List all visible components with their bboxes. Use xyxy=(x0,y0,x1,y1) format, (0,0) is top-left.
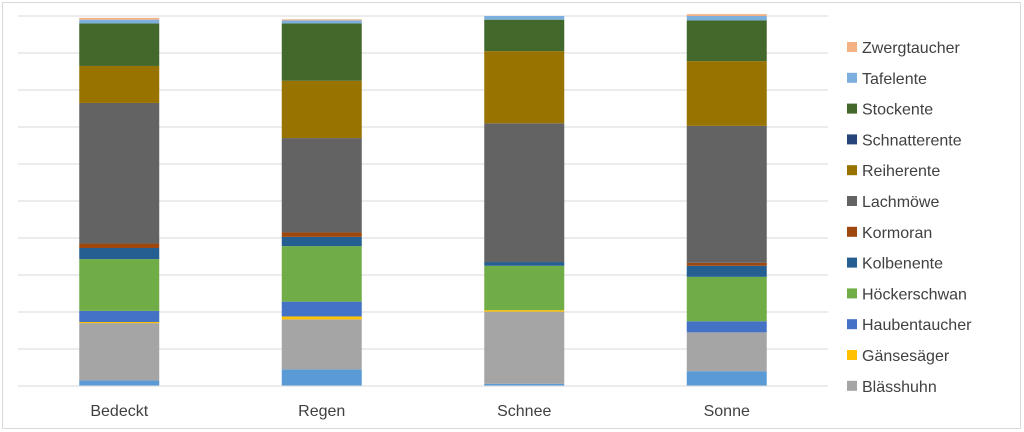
legend-item-gansesager: Gänsesäger xyxy=(847,348,950,365)
bar-segment-zwergtaucher xyxy=(281,19,362,21)
legend-swatch xyxy=(847,380,857,391)
legend-item-kolbenente: Kolbenente xyxy=(847,256,943,273)
legend-item-tafelente: Tafelente xyxy=(847,71,927,88)
bar-segment-kolbenente xyxy=(281,236,362,247)
bar-segment-reiherente xyxy=(484,51,565,124)
bar-segment-gansesager xyxy=(79,321,160,324)
bar-segment-blasshuhn xyxy=(686,332,767,372)
bar-segment-reiherente xyxy=(686,61,767,126)
legend-swatch xyxy=(847,350,857,360)
legend-swatch xyxy=(847,165,857,176)
x-tick-label: Regen xyxy=(298,403,345,420)
legend-item-haubentaucher: Haubentaucher xyxy=(847,317,972,334)
x-tick-label: Schnee xyxy=(497,403,551,420)
x-axis: Bedeckt Regen Schnee Sonne xyxy=(18,385,828,420)
legend-item-schnatterente: Schnatterente xyxy=(847,132,962,149)
bar-segment-kolbenente xyxy=(686,265,767,277)
legend-item-reiherente: Reiherente xyxy=(847,163,940,180)
bar-segment-haubentaucher xyxy=(79,310,160,322)
legend-swatch xyxy=(847,319,857,330)
bar-segment-hockerschwan xyxy=(686,276,767,322)
bar-segment-blasshuhn xyxy=(281,319,362,370)
bar-segment-blasshuhn xyxy=(79,323,160,381)
bar-segment-haubentaucher xyxy=(281,301,362,317)
legend-label: Blässhuhn xyxy=(862,379,937,396)
bar-segment-tafelente-base xyxy=(686,371,767,386)
legend-swatch xyxy=(847,42,857,52)
bar-stack-sonne xyxy=(686,14,767,386)
bar-segment-gansesager xyxy=(281,316,362,320)
legend-label: Lachmöwe xyxy=(862,194,939,211)
bar-segment-stockente xyxy=(484,19,565,52)
bar-segment-reiherente xyxy=(79,65,160,103)
bar-segment-tafelente-base xyxy=(79,380,160,386)
bar-segment-zwergtaucher xyxy=(686,14,767,16)
legend-label: Haubentaucher xyxy=(862,317,972,334)
legend-item-lachmowe: Lachmöwe xyxy=(847,194,939,211)
legend-label: Stockente xyxy=(862,102,933,119)
bar-segment-haubentaucher xyxy=(686,321,767,333)
legend-label: Kolbenente xyxy=(862,256,943,273)
legend-label: Gänsesäger xyxy=(862,348,950,365)
bar-segment-hockerschwan xyxy=(79,259,160,311)
bar-segment-stockente xyxy=(281,23,362,81)
bar-segment-reiherente xyxy=(281,80,362,139)
bar-segment-hockerschwan xyxy=(281,246,362,302)
bar-segment-tafelente-base xyxy=(281,369,362,386)
legend-label: Zwergtaucher xyxy=(862,40,960,57)
legend-item-stockente: Stockente xyxy=(847,102,933,119)
bar-stack-schnee xyxy=(484,16,565,386)
bar-segment-stockente xyxy=(686,20,767,62)
legend-swatch xyxy=(847,288,857,299)
legend-swatch xyxy=(847,72,857,83)
x-tick-label: Sonne xyxy=(704,403,750,420)
bar-stacks xyxy=(79,14,767,386)
legend-swatch xyxy=(847,257,857,268)
legend-item-blasshuhn: Blässhuhn xyxy=(847,379,937,396)
bar-segment-tafelente xyxy=(79,19,160,24)
bar-segment-tafelente xyxy=(484,16,565,20)
bar-segment-kolbenente xyxy=(79,247,160,260)
bar-segment-kolbenente xyxy=(484,262,565,266)
legend-item-zwergtaucher: Zwergtaucher xyxy=(847,40,960,57)
bar-segment-lachmowe xyxy=(281,138,362,233)
bar-segment-kormoran xyxy=(79,243,160,248)
legend-swatch xyxy=(847,134,857,145)
bar-stack-bedeckt xyxy=(79,17,160,386)
legend-label: Höckerschwan xyxy=(862,286,967,303)
legend-label: Tafelente xyxy=(862,71,927,88)
legend-swatch xyxy=(847,196,857,206)
bar-segment-kormoran xyxy=(686,262,767,266)
bar-segment-blasshuhn xyxy=(484,311,565,384)
legend-swatch xyxy=(847,226,857,237)
bar-segment-lachmowe xyxy=(79,102,160,244)
legend-item-kormoran: Kormoran xyxy=(847,225,932,242)
bar-segment-tafelente xyxy=(686,16,767,21)
x-tick-label: Bedeckt xyxy=(90,403,148,420)
legend-label: Reiherente xyxy=(862,163,940,180)
bar-segment-tafelente-base xyxy=(484,383,565,386)
bar-segment-zwergtaucher xyxy=(79,17,160,20)
legend: Zwergtaucher Tafelente Stockente Schnattere… xyxy=(847,40,972,396)
legend-label: Schnatterente xyxy=(862,132,962,149)
legend-swatch xyxy=(847,103,857,114)
bar-segment-kormoran xyxy=(281,232,362,237)
bar-segment-gansesager xyxy=(484,310,565,312)
bar-stack-regen xyxy=(281,19,362,386)
bar-segment-lachmowe xyxy=(484,123,565,263)
bar-segment-lachmowe xyxy=(686,125,767,263)
bar-segment-stockente xyxy=(79,23,160,66)
bar-segment-tafelente xyxy=(281,20,362,24)
bar-segment-hockerschwan xyxy=(484,265,565,311)
legend-item-hockerschwan: Höckerschwan xyxy=(847,286,967,303)
legend-label: Kormoran xyxy=(862,225,932,242)
